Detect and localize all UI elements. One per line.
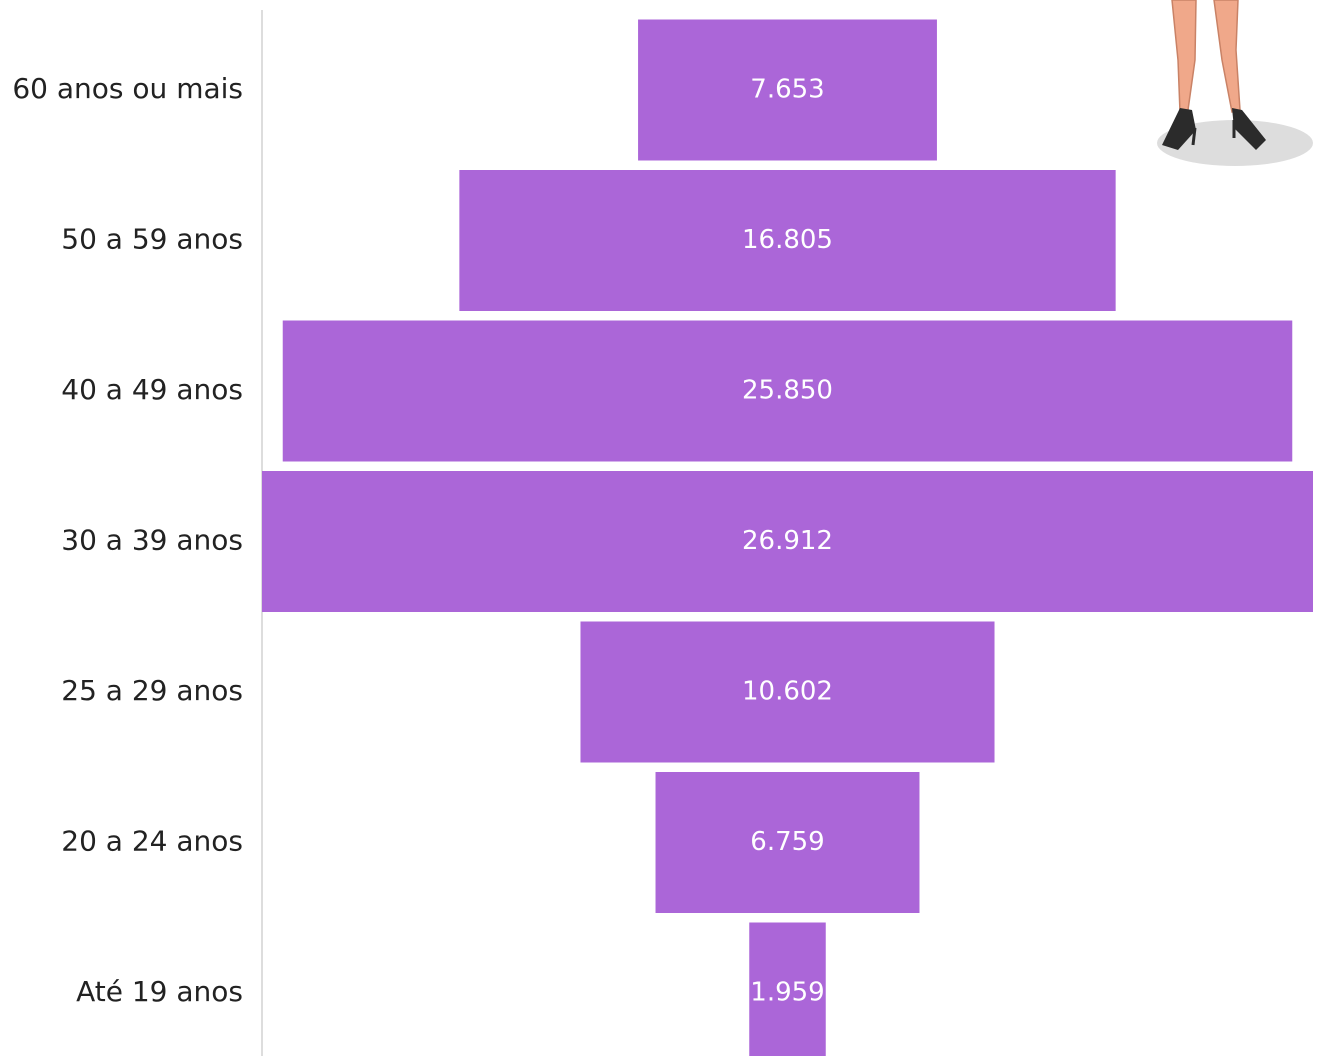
category-label: 20 a 24 anos xyxy=(61,825,243,858)
category-label: Até 19 anos xyxy=(76,975,243,1008)
category-label: 60 anos ou mais xyxy=(12,72,243,105)
value-label: 1.959 xyxy=(750,978,824,1008)
value-label: 25.850 xyxy=(742,376,833,406)
category-label: 40 a 49 anos xyxy=(61,373,243,406)
bar xyxy=(638,19,937,161)
value-label: 26.912 xyxy=(742,526,833,556)
bar xyxy=(580,621,995,763)
bar xyxy=(655,772,920,913)
category-label: 50 a 59 anos xyxy=(61,223,243,256)
category-label: 25 a 29 anos xyxy=(61,674,243,707)
value-label: 6.759 xyxy=(750,827,824,857)
bar xyxy=(282,320,1293,462)
bar xyxy=(459,170,1116,311)
value-label: 7.653 xyxy=(750,75,824,105)
bar xyxy=(749,922,826,1056)
bar xyxy=(262,471,1313,612)
value-label: 16.805 xyxy=(742,225,833,255)
illustration xyxy=(1157,0,1313,166)
category-label: 30 a 39 anos xyxy=(61,524,243,557)
value-label: 10.602 xyxy=(742,677,833,707)
